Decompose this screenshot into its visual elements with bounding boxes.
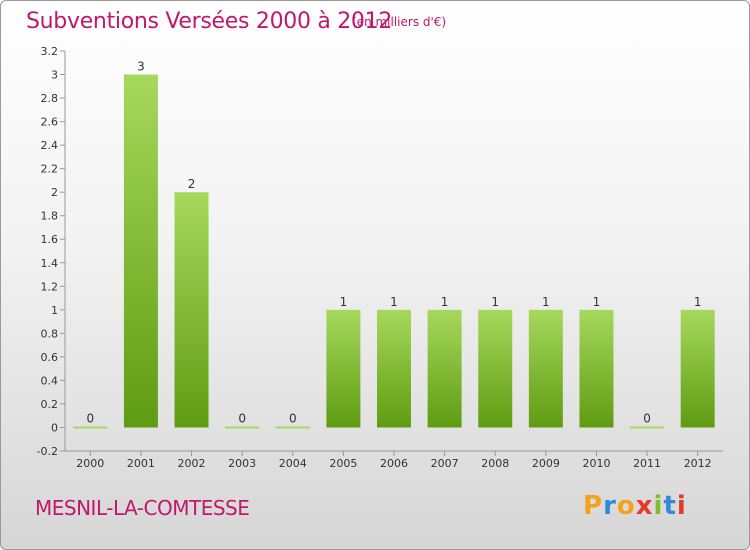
y-tick-label: 2 [51,186,58,199]
brand-letter: o [616,491,636,521]
x-tick-label-2003: 2003 [228,457,256,470]
data-label-2003: 0 [238,411,246,425]
data-label-2010: 1 [593,295,601,309]
y-tick-label: 2.6 [41,116,59,129]
bar-2010 [579,309,614,428]
y-tick-label: 1.4 [41,257,59,270]
y-tick-label: 0.8 [41,327,59,340]
x-tick-label-2011: 2011 [633,457,661,470]
chart-title: Subventions Versées 2000 à 2012 [26,9,393,34]
bar-2004 [275,426,310,429]
brand-letter: i [653,491,664,521]
x-tick-label-2009: 2009 [532,457,560,470]
bar-2002 [174,192,209,428]
bar-2000 [73,426,108,429]
y-tick-label: 0.4 [41,374,59,387]
bar-2003 [225,426,260,429]
y-tick-label: 1 [51,304,58,317]
y-tick-label: 1.8 [41,210,59,223]
x-tick-label-2005: 2005 [329,457,357,470]
bar-2005 [326,309,361,428]
bar-2008 [478,309,513,428]
y-tick-label: 0.6 [41,351,59,364]
y-tick-label: 3.2 [41,45,59,58]
brand-letter: i [676,491,687,521]
bar-2011 [630,426,665,429]
brand-letter: t [663,491,677,521]
y-tick-label: 0 [51,421,58,434]
brand-letter: x [635,491,654,521]
commune-name: MESNIL-LA-COMTESSE [35,496,250,520]
y-tick-label: 2.8 [41,92,59,105]
y-tick-label: 3 [51,69,58,82]
brand-letter: P [583,491,604,521]
data-label-2004: 0 [289,411,297,425]
bar-2006 [377,309,411,428]
data-label-2009: 1 [542,295,550,309]
data-label-2012: 1 [694,295,702,309]
chart-subtitle: (en milliers d'€) [352,15,447,29]
brand-letter: r [603,491,617,521]
data-label-2005: 1 [340,295,348,309]
y-tick-label: 2.4 [41,139,59,152]
data-label-2011: 0 [643,411,651,425]
x-tick-label-2006: 2006 [380,457,408,470]
bar-2001 [123,74,158,428]
plot-area: -0.2 0 0.2 0.4 0.6 0.8 1 1.2 1.4 1.6 1.8 2 2.2 2.4 2.6… [37,45,723,470]
y-tick-label: 0.2 [41,398,59,411]
y-tick-label: 2.2 [41,163,59,176]
data-label-2008: 1 [491,295,499,309]
x-tick-label-2000: 2000 [76,457,104,470]
bar-2007 [427,309,462,428]
data-label-2000: 0 [86,411,94,425]
x-tick-label-2004: 2004 [279,457,307,470]
y-tick-label: 1.2 [41,280,59,293]
bar-2009 [528,309,563,428]
bar-2012 [680,309,715,428]
data-label-2006: 1 [390,295,398,309]
y-tick-label: -0.2 [37,445,58,458]
x-tick-label-2010: 2010 [582,457,610,470]
x-tick-label-2007: 2007 [431,457,459,470]
x-tick-label-2001: 2001 [127,457,155,470]
x-tick-label-2012: 2012 [684,457,712,470]
x-tick-label-2008: 2008 [481,457,509,470]
brand-logo: Proxiti [583,491,687,521]
x-tick-label-2002: 2002 [178,457,206,470]
data-label-2007: 1 [441,295,449,309]
y-tick-label: 1.6 [41,233,59,246]
data-label-2002: 2 [188,177,196,191]
data-label-2001: 3 [137,60,145,74]
